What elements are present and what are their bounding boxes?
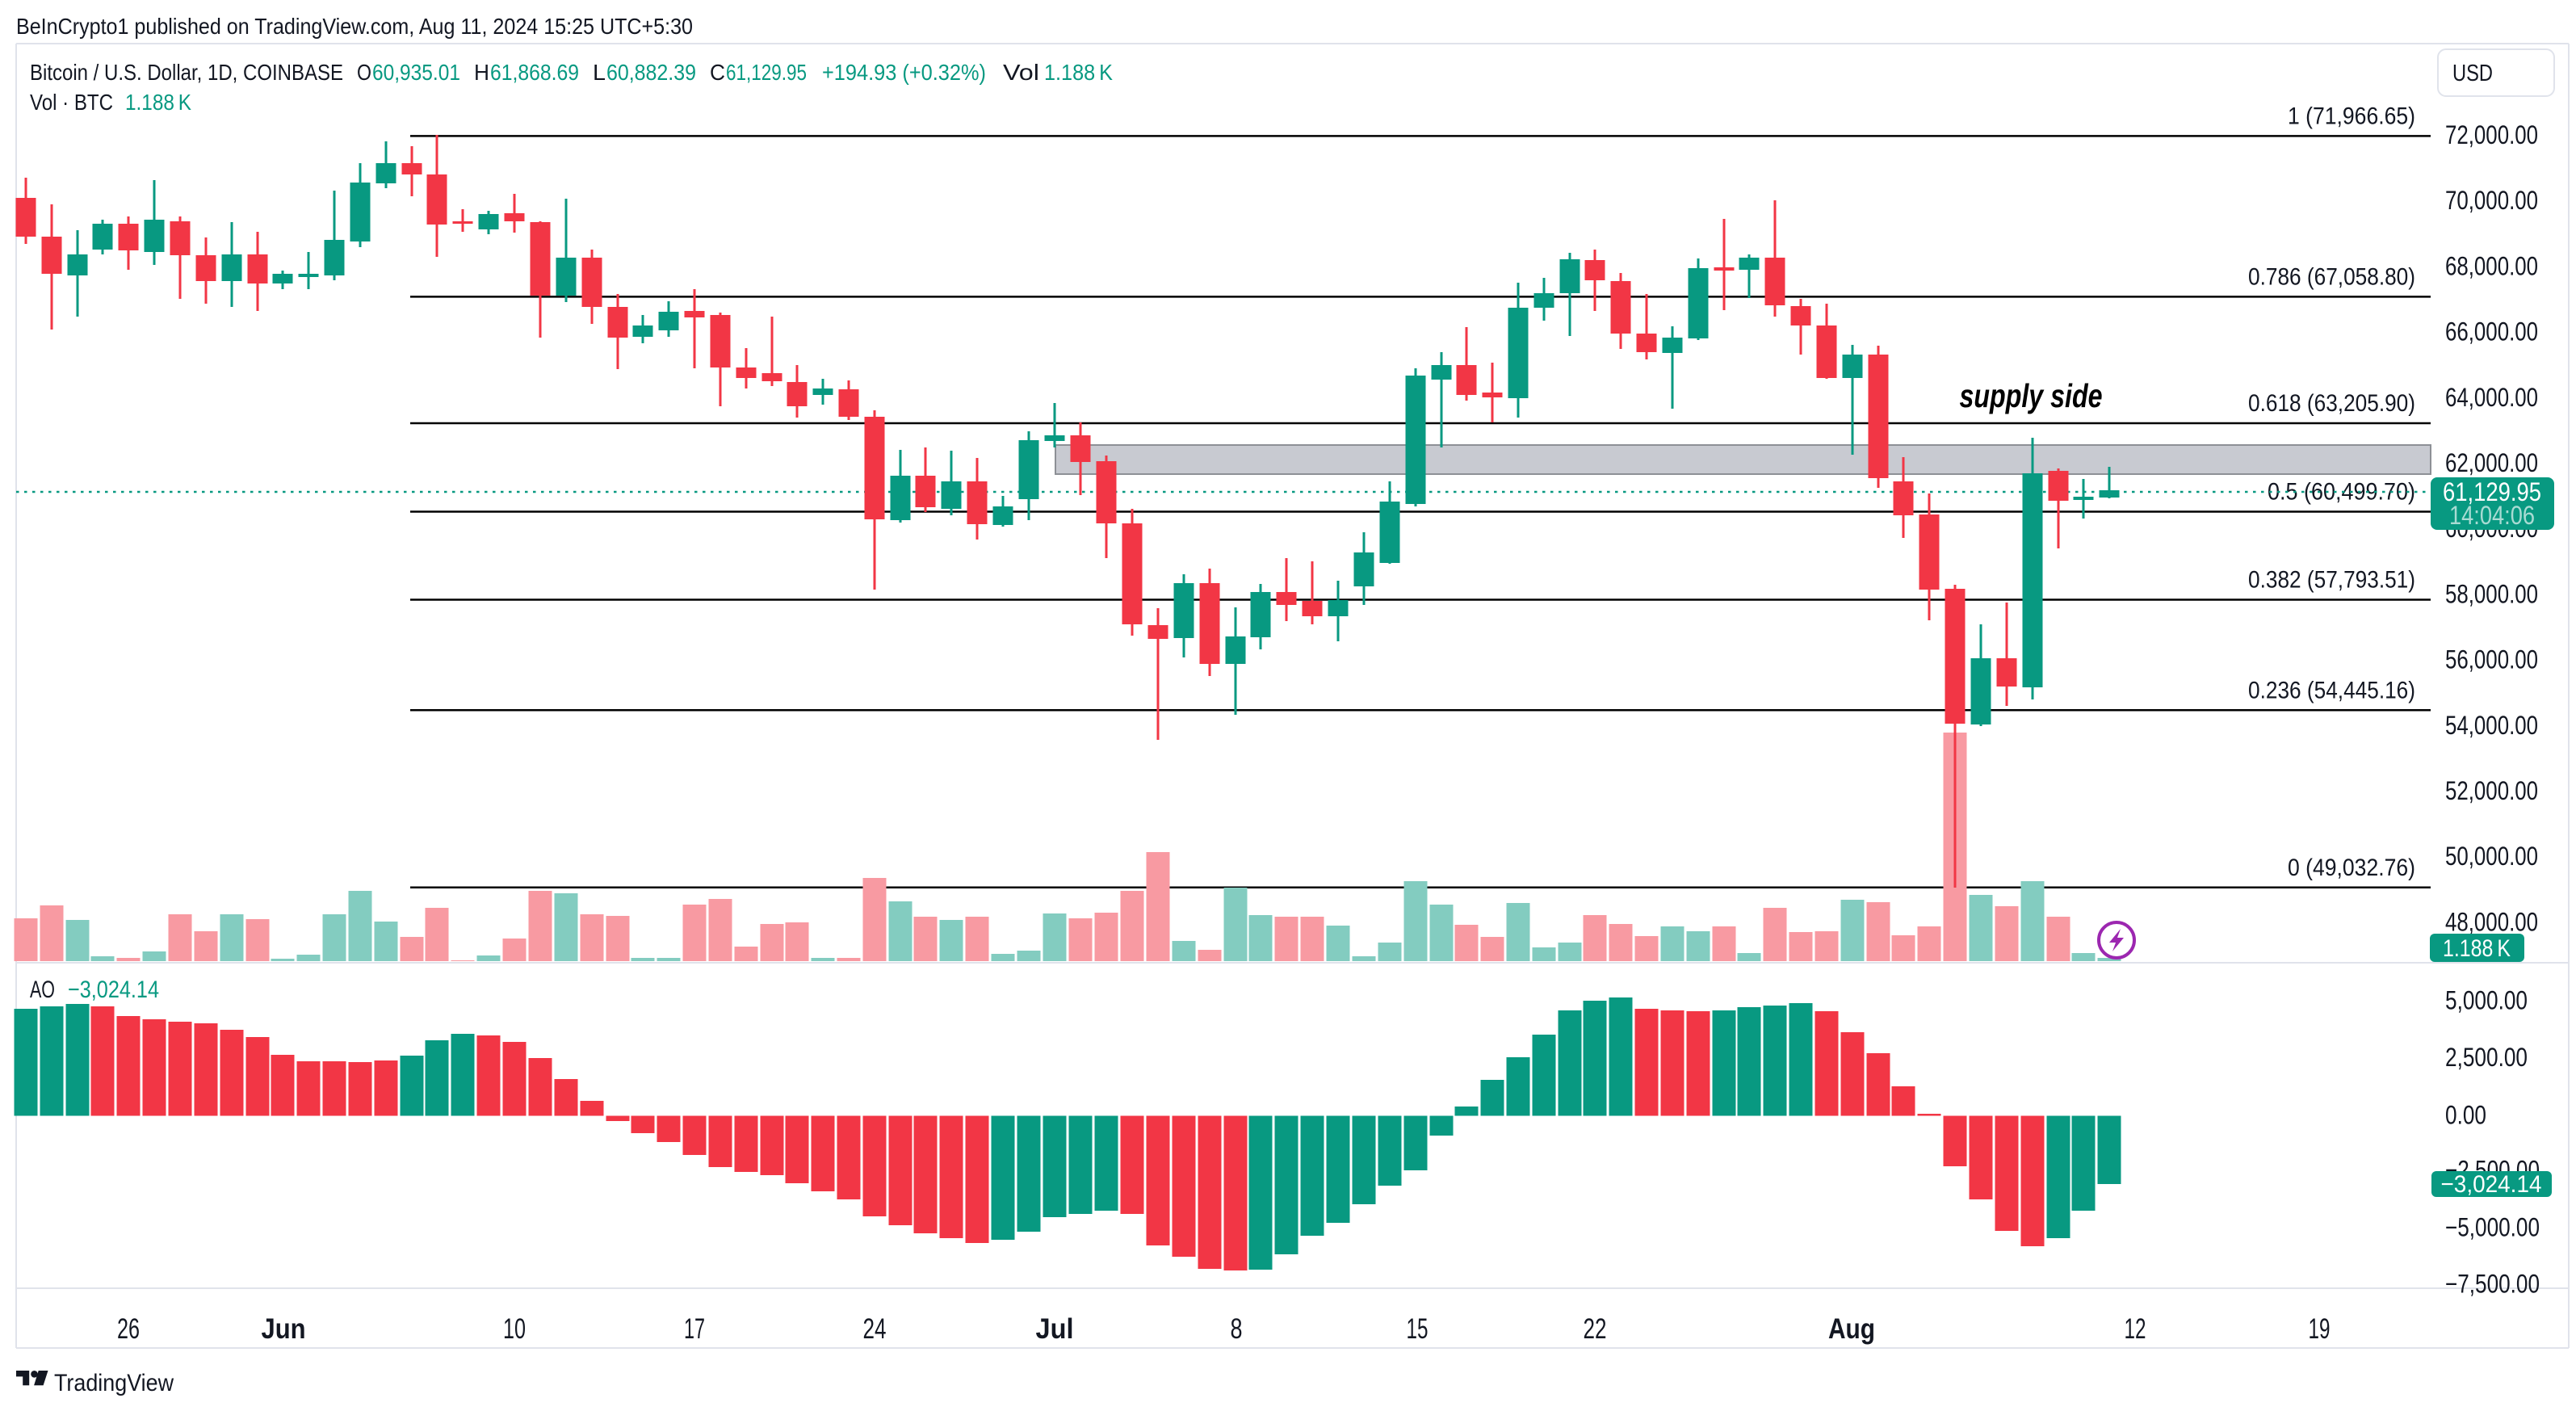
svg-text:14:04:06: 14:04:06 <box>2449 501 2535 530</box>
svg-text:L: L <box>593 60 606 85</box>
svg-text:12: 12 <box>2125 1313 2146 1345</box>
svg-text:0.5 (60,499.70): 0.5 (60,499.70) <box>2268 479 2415 506</box>
svg-text:60,935.01: 60,935.01 <box>372 60 460 85</box>
svg-text:60,882.39: 60,882.39 <box>606 60 696 85</box>
svg-text:USD: USD <box>2452 61 2493 86</box>
svg-text:Vol: Vol <box>1003 60 1039 85</box>
svg-text:0.618 (63,205.90): 0.618 (63,205.90) <box>2248 390 2415 417</box>
svg-text:Vol · BTC: Vol · BTC <box>30 90 113 115</box>
svg-text:22: 22 <box>1584 1313 1607 1345</box>
svg-text:AO: AO <box>30 976 55 1003</box>
svg-text:0 (49,032.76): 0 (49,032.76) <box>2288 855 2415 881</box>
svg-text:Aug: Aug <box>1828 1313 1875 1345</box>
svg-text:O: O <box>357 60 371 85</box>
svg-text:supply side: supply side <box>1960 377 2103 414</box>
svg-text:Bitcoin / U.S. Dollar, 1D, COI: Bitcoin / U.S. Dollar, 1D, COINBASE <box>30 60 343 85</box>
svg-text:19: 19 <box>2309 1313 2331 1345</box>
svg-text:54,000.00: 54,000.00 <box>2445 711 2538 740</box>
svg-text:C: C <box>710 60 725 85</box>
svg-text:−5,000.00: −5,000.00 <box>2445 1213 2540 1242</box>
svg-text:−3,024.14: −3,024.14 <box>2441 1171 2542 1198</box>
svg-text:66,000.00: 66,000.00 <box>2445 317 2538 346</box>
svg-text:1.188 K: 1.188 K <box>125 90 191 115</box>
svg-text:5,000.00: 5,000.00 <box>2445 985 2528 1014</box>
svg-text:2,500.00: 2,500.00 <box>2445 1043 2528 1072</box>
svg-text:0.382 (57,793.51): 0.382 (57,793.51) <box>2248 567 2415 594</box>
svg-text:48,000.00: 48,000.00 <box>2445 907 2538 936</box>
svg-text:1.188 K: 1.188 K <box>1044 60 1113 85</box>
svg-text:56,000.00: 56,000.00 <box>2445 645 2538 674</box>
svg-text:72,000.00: 72,000.00 <box>2445 120 2538 149</box>
svg-text:−7,500.00: −7,500.00 <box>2445 1270 2540 1299</box>
svg-text:64,000.00: 64,000.00 <box>2445 383 2538 412</box>
svg-text:50,000.00: 50,000.00 <box>2445 842 2538 871</box>
svg-text:52,000.00: 52,000.00 <box>2445 776 2538 805</box>
svg-text:8: 8 <box>1231 1313 1243 1345</box>
svg-text:61,129.95: 61,129.95 <box>2443 477 2541 506</box>
svg-text:58,000.00: 58,000.00 <box>2445 579 2538 608</box>
svg-text:−3,024.14: −3,024.14 <box>68 976 159 1003</box>
svg-text:61,868.69: 61,868.69 <box>490 60 579 85</box>
svg-text:24: 24 <box>863 1313 887 1345</box>
svg-text:1.188 K: 1.188 K <box>2443 935 2511 962</box>
svg-text:0.786 (67,058.80): 0.786 (67,058.80) <box>2248 263 2415 290</box>
svg-text:H: H <box>474 60 489 85</box>
svg-text:BeInCrypto1 published on Tradi: BeInCrypto1 published on TradingView.com… <box>16 14 693 39</box>
svg-text:10: 10 <box>503 1313 526 1345</box>
svg-text:68,000.00: 68,000.00 <box>2445 251 2538 280</box>
svg-text:1 (71,966.65): 1 (71,966.65) <box>2288 103 2415 129</box>
svg-text:+194.93 (+0.32%): +194.93 (+0.32%) <box>822 60 986 85</box>
svg-text:62,000.00: 62,000.00 <box>2445 448 2538 477</box>
svg-text:70,000.00: 70,000.00 <box>2445 186 2538 215</box>
svg-text:0.236 (54,445.16): 0.236 (54,445.16) <box>2248 677 2415 703</box>
svg-text:0.00: 0.00 <box>2445 1101 2486 1130</box>
svg-text:26: 26 <box>117 1313 140 1345</box>
svg-text:TradingView: TradingView <box>54 1370 174 1396</box>
svg-text:Jun: Jun <box>262 1313 306 1345</box>
svg-text:17: 17 <box>684 1313 705 1345</box>
svg-text:61,129.95: 61,129.95 <box>726 60 807 85</box>
svg-text:15: 15 <box>1407 1313 1429 1345</box>
svg-text:Jul: Jul <box>1036 1313 1074 1345</box>
